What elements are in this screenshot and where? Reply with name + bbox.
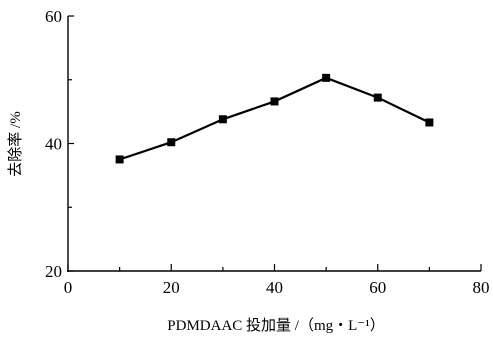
y-tick-label: 60 (45, 7, 62, 26)
x-tick-label: 0 (64, 278, 73, 297)
data-point-marker (270, 97, 279, 106)
x-tick-label: 40 (266, 278, 283, 297)
y-axis-title: 去除率 /% (7, 111, 24, 176)
x-axis-title: PDMDAAC 投加量 /（mg・L⁻¹） (167, 317, 384, 334)
series (115, 73, 434, 164)
ticks (67, 15, 482, 272)
y-tick-label: 20 (45, 262, 62, 281)
data-point-marker (425, 118, 434, 127)
x-tick-label: 80 (473, 278, 490, 297)
data-point-marker (218, 115, 227, 124)
axes (67, 16, 481, 272)
data-point-marker (373, 93, 382, 102)
data-point-marker (322, 73, 331, 82)
series-line (119, 76, 430, 161)
data-point-marker (167, 138, 176, 147)
x-tick-label: 20 (163, 278, 180, 297)
data-point-marker (115, 155, 124, 164)
y-tick-label: 40 (45, 135, 62, 154)
x-tick-label: 60 (369, 278, 386, 297)
